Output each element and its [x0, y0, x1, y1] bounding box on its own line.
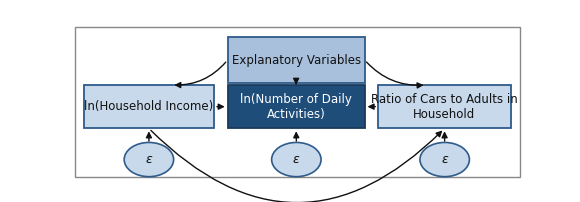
Text: ε: ε: [293, 153, 300, 166]
Text: Explanatory Variables: Explanatory Variables: [231, 54, 361, 66]
Text: ln(Household Income): ln(Household Income): [84, 100, 213, 113]
Text: ε: ε: [441, 153, 448, 166]
Ellipse shape: [271, 142, 321, 177]
Ellipse shape: [420, 142, 469, 177]
Text: ε: ε: [146, 153, 153, 166]
Ellipse shape: [124, 142, 173, 177]
FancyBboxPatch shape: [84, 85, 214, 128]
Text: Ratio of Cars to Adults in
Household: Ratio of Cars to Adults in Household: [371, 93, 518, 121]
FancyBboxPatch shape: [378, 85, 511, 128]
FancyBboxPatch shape: [227, 85, 365, 128]
Text: ln(Number of Daily
Activities): ln(Number of Daily Activities): [240, 93, 352, 121]
FancyBboxPatch shape: [227, 37, 365, 83]
